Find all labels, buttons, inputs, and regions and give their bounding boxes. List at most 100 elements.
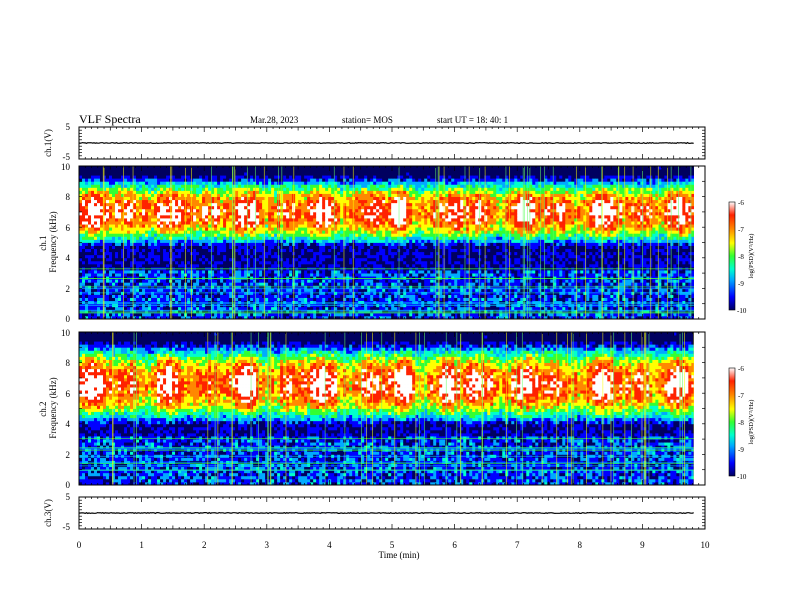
- spectrogram-cell: [265, 193, 269, 197]
- spectrogram-cell: [277, 245, 281, 250]
- spectrogram-cell: [142, 208, 146, 213]
- spectrogram-cell: [322, 202, 326, 207]
- spectrogram-cell: [301, 236, 305, 240]
- spectrogram-cell: [136, 196, 140, 201]
- spectrogram-cell: [205, 224, 209, 228]
- spectrogram-cell: [253, 181, 257, 185]
- spectrogram-cell: [322, 236, 326, 240]
- spectrogram-cell: [127, 282, 131, 286]
- spectrogram-cell: [358, 254, 362, 259]
- spectrogram-cell: [88, 242, 92, 246]
- spectrogram-cell: [142, 169, 146, 173]
- spectrogram-cell: [310, 193, 314, 197]
- spectrogram-cell: [313, 227, 317, 231]
- spectrogram-cell: [97, 248, 101, 253]
- spectrogram-cell: [160, 202, 164, 207]
- spectrogram-cell: [343, 208, 347, 213]
- spectrogram-cell: [154, 221, 158, 225]
- spectrogram-cell: [79, 211, 83, 216]
- spectrogram-cell: [187, 227, 191, 231]
- spectrogram-cell: [148, 172, 152, 176]
- spectrogram-cell: [166, 214, 170, 219]
- spectrogram-cell: [277, 248, 281, 253]
- spectrogram-cell: [217, 196, 221, 201]
- spectrogram-cell: [316, 312, 320, 317]
- spectrogram-cell: [145, 202, 149, 207]
- spectrogram-cell: [109, 187, 113, 191]
- spectrogram-cell: [331, 282, 335, 286]
- spectrogram-cell: [229, 208, 233, 213]
- spectrogram-cell: [262, 196, 266, 201]
- spectrogram-cell: [193, 312, 197, 317]
- spectrogram-cell: [163, 175, 167, 179]
- spectrogram-cell: [328, 227, 332, 231]
- spectrogram-cell: [307, 224, 311, 228]
- spectrogram-cell: [211, 224, 215, 228]
- spectrogram-cell: [343, 236, 347, 240]
- spectrogram-cell: [274, 205, 278, 210]
- spectrogram-cell: [226, 202, 230, 207]
- spectrogram-cell: [124, 221, 128, 225]
- spectrogram-cell: [154, 254, 158, 259]
- spectrogram-cell: [307, 315, 311, 319]
- spectrogram-cell: [82, 282, 86, 286]
- spectrogram-cell: [307, 184, 311, 188]
- spectrogram-cell: [325, 288, 329, 292]
- spectrogram-cell: [79, 270, 83, 274]
- spectrogram-cell: [271, 260, 275, 265]
- spectrogram-cell: [133, 236, 137, 240]
- spectrogram-cell: [139, 279, 143, 283]
- spectrogram-cell: [286, 224, 290, 228]
- spectrogram-cell: [286, 169, 290, 173]
- spectrogram-cell: [109, 166, 113, 170]
- spectrogram-cell: [142, 190, 146, 194]
- spectrogram-cell: [166, 254, 170, 259]
- spectrogram-cell: [358, 306, 362, 311]
- spectrogram-cell: [352, 230, 356, 234]
- spectrogram-cell: [124, 175, 128, 179]
- spectrogram-cell: [214, 254, 218, 259]
- spectrogram-cell: [271, 236, 275, 240]
- spectrogram-cell: [157, 205, 161, 210]
- spectrogram-cell: [196, 276, 200, 280]
- spectrogram-cell: [346, 196, 350, 201]
- spectrogram-cell: [355, 190, 359, 194]
- spectrogram-cell: [103, 239, 107, 243]
- spectrogram-cell: [274, 211, 278, 216]
- spectrogram-cell: [193, 202, 197, 207]
- spectrogram-cell: [196, 218, 200, 222]
- spectrogram-cell: [199, 279, 203, 283]
- spectrogram-cell: [178, 172, 182, 176]
- spectrogram-cell: [268, 257, 272, 262]
- spectrogram-cell: [163, 254, 167, 259]
- spectrogram-cell: [241, 251, 245, 256]
- spectrogram-cell: [277, 166, 281, 170]
- spectrogram-cell: [250, 166, 254, 170]
- spectrogram-cell: [202, 202, 206, 207]
- spectrogram-cell: [79, 190, 83, 194]
- spectrogram-cell: [106, 257, 110, 262]
- spectrogram-cell: [226, 208, 230, 213]
- spectrogram-cell: [343, 218, 347, 222]
- spectrogram-cell: [295, 279, 299, 283]
- spectrogram-cell: [199, 242, 203, 246]
- spectrogram-cell: [202, 260, 206, 265]
- spectrogram-cell: [82, 205, 86, 210]
- spectrogram-cell: [139, 273, 143, 277]
- spectrogram-cell: [88, 236, 92, 240]
- spectrogram-cell: [325, 208, 329, 213]
- spectrogram-cell: [223, 263, 227, 268]
- spectrogram-cell: [154, 315, 158, 319]
- spectrogram-cell: [109, 279, 113, 283]
- spectrogram-cell: [115, 294, 119, 298]
- spectrogram-cell: [313, 187, 317, 191]
- spectrogram-cell: [268, 184, 272, 188]
- ch1-ytick-top: 5: [66, 122, 71, 132]
- spectrogram-cell: [304, 294, 308, 298]
- spectrogram-cell: [307, 312, 311, 317]
- spectrogram-cell: [85, 172, 89, 176]
- spectrogram-cell: [250, 288, 254, 292]
- spectrogram-cell: [226, 270, 230, 274]
- spectrogram-cell: [250, 202, 254, 207]
- spectrogram-cell: [127, 214, 131, 219]
